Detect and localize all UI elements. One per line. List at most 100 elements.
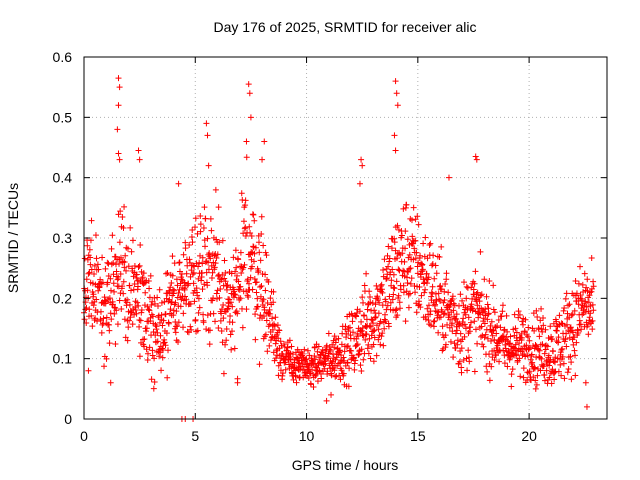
data-point: [251, 250, 258, 257]
data-point: [528, 351, 535, 358]
data-point: [207, 327, 214, 334]
data-point: [490, 306, 497, 313]
data-point: [371, 307, 378, 314]
data-point: [531, 364, 538, 371]
data-point: [370, 328, 377, 335]
data-point: [276, 327, 283, 334]
data-point: [414, 213, 421, 220]
data-point: [411, 245, 418, 252]
data-point: [90, 302, 97, 309]
data-point: [252, 311, 259, 318]
data-point: [115, 275, 122, 282]
data-point: [549, 335, 556, 342]
data-point: [345, 383, 352, 390]
data-point: [463, 295, 470, 302]
data-point: [220, 315, 227, 322]
data-point: [453, 316, 460, 323]
data-point: [84, 287, 91, 294]
data-point: [405, 291, 412, 298]
data-point: [529, 359, 536, 366]
data-point: [258, 282, 265, 289]
data-point: [546, 362, 553, 369]
data-point: [218, 327, 225, 334]
data-point: [207, 255, 214, 262]
data-point: [108, 316, 115, 323]
x-tick-label: 10: [299, 428, 315, 444]
data-point: [178, 276, 185, 283]
data-point: [581, 303, 588, 310]
data-point: [148, 302, 155, 309]
data-point: [412, 289, 419, 296]
data-point: [415, 259, 422, 266]
data-point: [178, 296, 185, 303]
data-point: [364, 306, 371, 313]
data-point: [234, 272, 241, 279]
data-point: [281, 341, 288, 348]
data-point: [150, 328, 157, 335]
data-point: [360, 356, 367, 363]
data-point: [243, 154, 250, 161]
data-point: [567, 353, 574, 360]
data-point: [590, 283, 597, 290]
data-point: [442, 280, 449, 287]
data-point: [120, 290, 127, 297]
data-point: [134, 283, 141, 290]
data-point: [124, 337, 131, 344]
data-point: [136, 353, 143, 360]
data-point: [409, 233, 416, 240]
data-point: [162, 311, 169, 318]
data-point: [93, 296, 100, 303]
data-point: [337, 376, 344, 383]
data-point: [81, 316, 88, 323]
data-point: [251, 217, 258, 224]
data-point: [503, 312, 510, 319]
data-point: [103, 314, 110, 321]
data-point: [265, 278, 272, 285]
data-point: [541, 350, 548, 357]
data-point: [531, 365, 538, 372]
data-point: [205, 266, 212, 273]
data-point: [353, 342, 360, 349]
data-point: [530, 374, 537, 381]
data-point: [485, 305, 492, 312]
data-point: [109, 301, 116, 308]
data-point: [571, 307, 578, 314]
data-point: [230, 254, 237, 261]
data-point: [152, 321, 159, 328]
data-point: [194, 327, 201, 334]
data-point: [355, 333, 362, 340]
data-point: [506, 340, 513, 347]
data-point: [571, 334, 578, 341]
data-point: [231, 291, 238, 298]
data-point: [431, 317, 438, 324]
data-point: [407, 290, 414, 297]
data-point: [203, 326, 210, 333]
data-point: [158, 299, 165, 306]
data-point: [240, 218, 247, 225]
data-point: [109, 232, 116, 239]
data-point: [378, 286, 385, 293]
data-point: [124, 296, 131, 303]
data-point: [182, 245, 189, 252]
data-point: [533, 307, 540, 314]
data-point: [384, 302, 391, 309]
data-point: [451, 302, 458, 309]
data-point: [497, 324, 504, 331]
data-point: [257, 293, 264, 300]
data-point: [392, 78, 399, 85]
data-point: [190, 280, 197, 287]
data-point: [415, 221, 422, 228]
data-point: [560, 307, 567, 314]
data-point: [233, 264, 240, 271]
data-point: [294, 355, 301, 362]
data-point: [396, 299, 403, 306]
data-point: [271, 357, 278, 364]
data-point: [484, 335, 491, 342]
data-point: [485, 311, 492, 318]
data-point: [190, 262, 197, 269]
data-point: [355, 352, 362, 359]
data-point: [427, 240, 434, 247]
data-point: [215, 204, 222, 211]
data-point: [187, 323, 194, 330]
